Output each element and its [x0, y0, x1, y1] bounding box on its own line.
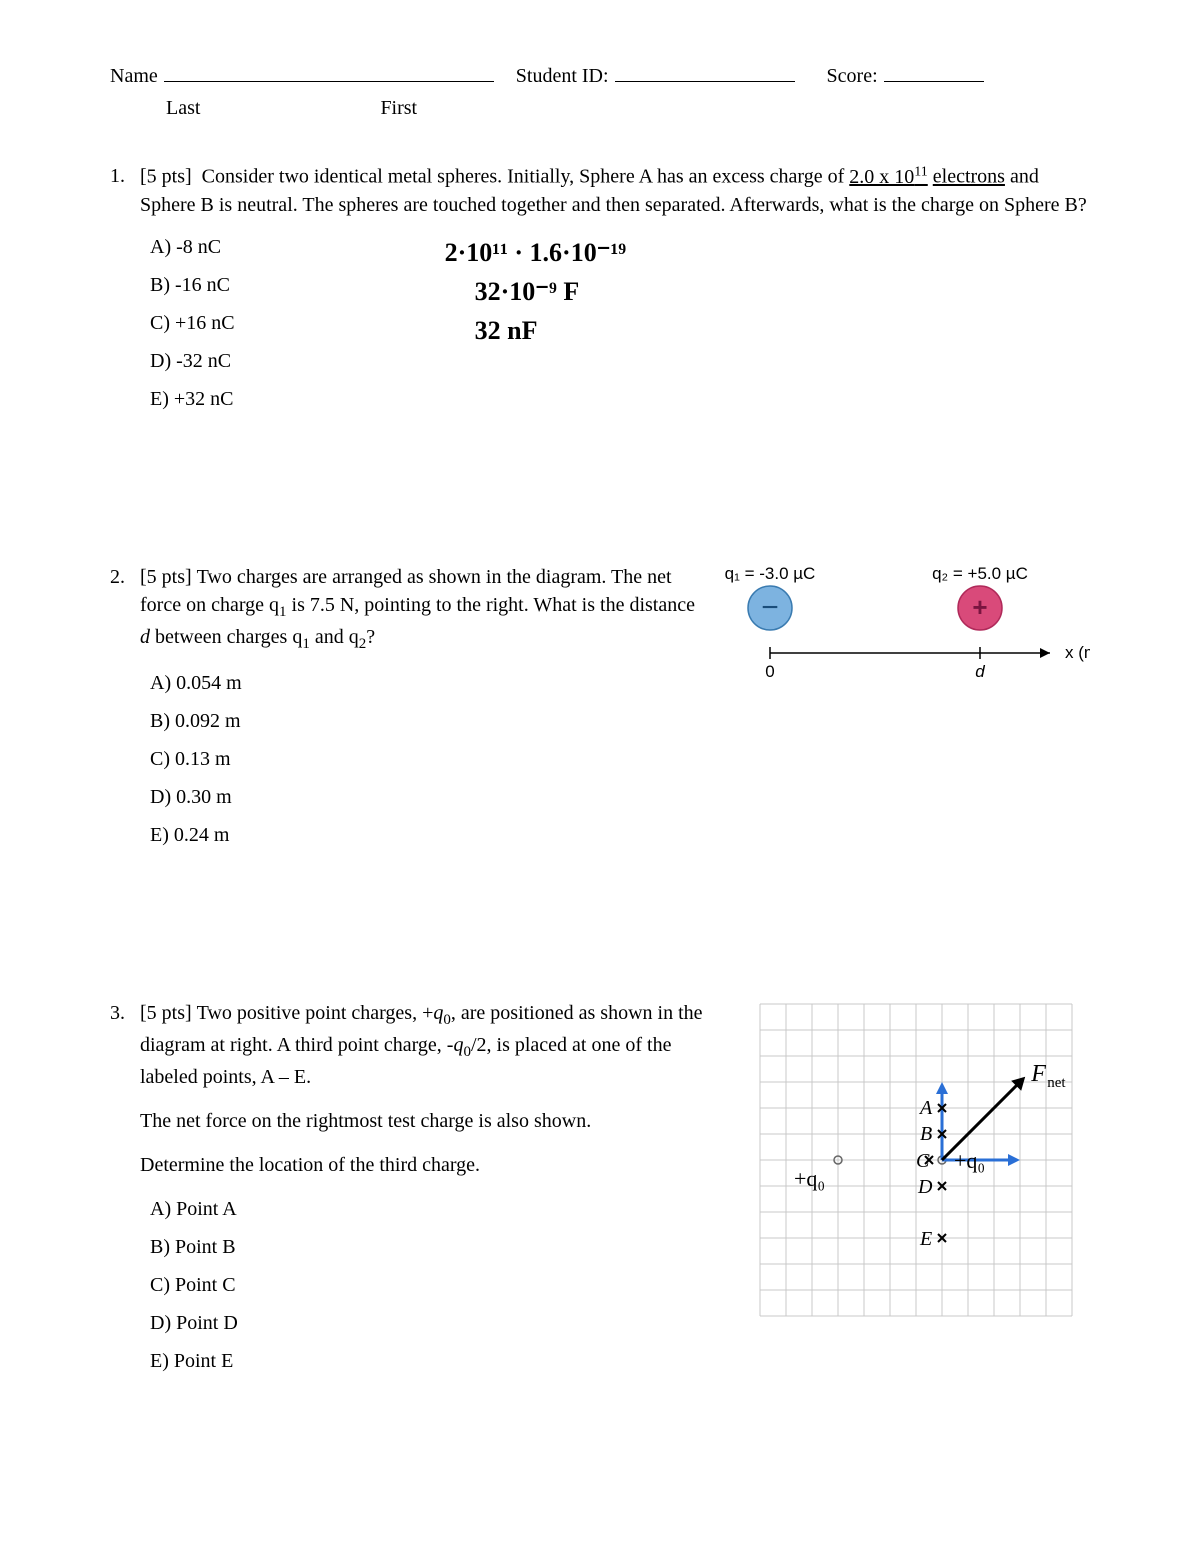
q3-number: 3. [110, 999, 140, 1027]
q2-choice-b: B) 0.092 m [150, 707, 700, 735]
svg-text:+: + [972, 592, 987, 622]
svg-text:x (m): x (m) [1065, 643, 1090, 662]
q1-choice-b: B) -16 nC [150, 271, 235, 299]
svg-text:F: F [1030, 1060, 1046, 1086]
svg-text:q₂ = +5.0 µC: q₂ = +5.0 µC [932, 564, 1028, 583]
q2-choice-e: E) 0.24 m [150, 821, 700, 849]
svg-text:D: D [917, 1176, 933, 1198]
question-1: 1. [5 pts] Consider two identical metal … [110, 162, 1090, 423]
student-id-label: Student ID: [516, 62, 609, 90]
q2-choices: A) 0.054 m B) 0.092 m C) 0.13 m D) 0.30 … [150, 669, 700, 849]
name-label: Name [110, 62, 158, 90]
svg-text:+q₀: +q₀ [954, 1148, 985, 1173]
q2-choice-d: D) 0.30 m [150, 783, 700, 811]
header-row: Name Student ID: Score: [110, 60, 1090, 90]
svg-text:E: E [919, 1228, 932, 1250]
q1-choice-a: A) -8 nC [150, 233, 235, 261]
subheader-row: Last First [110, 94, 1090, 122]
student-id-blank [615, 60, 795, 82]
svg-text:−: − [761, 591, 779, 624]
q1-choice-c: C) +16 nC [150, 309, 235, 337]
question-3: 3. [5 pts] Two positive point charges, +… [110, 999, 1090, 1385]
q3-choice-d: D) Point D [150, 1309, 730, 1337]
hw-line1: 2·10¹¹ · 1.6·10⁻¹⁹ [445, 233, 626, 272]
question-2: 2. [5 pts] Two charges are arranged as s… [110, 563, 1090, 859]
q2-choice-c: C) 0.13 m [150, 745, 700, 773]
score-blank [884, 60, 984, 82]
q1-number: 1. [110, 162, 140, 190]
first-label: First [380, 94, 417, 122]
q3-choice-a: A) Point A [150, 1195, 730, 1223]
q2-text: [5 pts] Two charges are arranged as show… [140, 563, 700, 655]
svg-text:C: C [916, 1150, 930, 1172]
q2-number: 2. [110, 563, 140, 591]
last-label: Last [166, 94, 200, 122]
svg-text:d: d [975, 662, 985, 681]
q3-para3: Determine the location of the third char… [140, 1151, 730, 1179]
hw-line3: 32 nF [445, 311, 626, 350]
name-blank [164, 60, 494, 82]
q1-handwriting: 2·10¹¹ · 1.6·10⁻¹⁹ 32·10⁻⁹ F 32 nF [415, 233, 626, 350]
svg-text:+q₀: +q₀ [794, 1166, 825, 1191]
svg-text:0: 0 [765, 662, 774, 681]
q1-choices: A) -8 nC B) -16 nC C) +16 nC D) -32 nC E… [150, 233, 235, 423]
q2-diagram: q₁ = -3.0 µC q₂ = +5.0 µC − +0 d x (m) [720, 563, 1090, 693]
q3-diagram: ABCD E +q₀ +q₀ Fnet [750, 999, 1090, 1319]
q3-choice-e: E) Point E [150, 1347, 730, 1375]
q3-choice-b: B) Point B [150, 1233, 730, 1261]
svg-text:net: net [1047, 1074, 1066, 1090]
hw-line2: 32·10⁻⁹ F [445, 272, 626, 311]
q3-choice-c: C) Point C [150, 1271, 730, 1299]
q3-choices: A) Point A B) Point B C) Point C D) Poin… [150, 1195, 730, 1375]
svg-text:B: B [920, 1123, 932, 1145]
q3-para2: The net force on the rightmost test char… [140, 1107, 730, 1135]
score-label: Score: [827, 62, 878, 90]
svg-text:A: A [918, 1097, 933, 1119]
svg-text:q₁ = -3.0 µC: q₁ = -3.0 µC [725, 564, 816, 583]
q1-choice-d: D) -32 nC [150, 347, 235, 375]
q2-choice-a: A) 0.054 m [150, 669, 700, 697]
q1-choice-e: E) +32 nC [150, 385, 235, 413]
q3-text: [5 pts] Two positive point charges, +q0,… [140, 999, 730, 1091]
q1-text: [5 pts] Consider two identical metal sph… [140, 162, 1090, 219]
